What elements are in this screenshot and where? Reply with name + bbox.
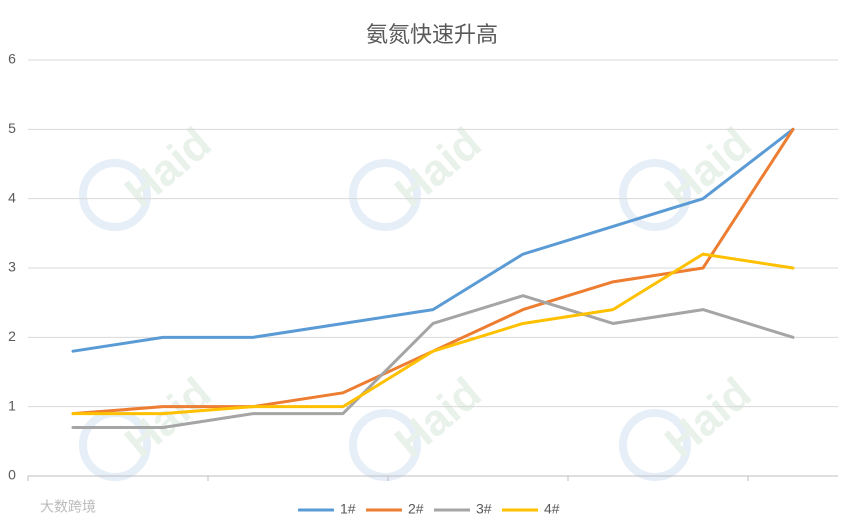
watermark: Haid [656,368,761,467]
watermark: Haid [116,368,221,467]
y-tick-label: 6 [8,51,16,67]
legend-label: 1# [340,501,356,517]
line-series [71,294,795,429]
watermark-logo [619,159,691,231]
watermark: Haid [116,118,221,217]
line-series [71,127,795,353]
chart-title: 氨氮快速升高 [366,22,498,47]
legend-label: 3# [476,501,492,517]
y-tick-label: 2 [8,328,16,344]
watermark-logo [79,159,151,231]
y-tick-label: 3 [8,259,16,275]
watermark-logo [619,409,691,481]
watermark: Haid [386,118,491,217]
line-series [71,252,795,416]
y-tick-label: 4 [8,189,16,205]
legend-label: 4# [544,501,560,517]
watermark-logo [349,159,421,231]
watermark-logo [349,409,421,481]
legend-label: 2# [408,501,424,517]
source-mark: 大数跨境 [40,499,96,515]
y-tick-label: 1 [8,397,16,413]
y-tick-label: 0 [8,467,16,483]
y-tick-label: 5 [8,120,16,136]
watermark: Haid [386,368,491,467]
